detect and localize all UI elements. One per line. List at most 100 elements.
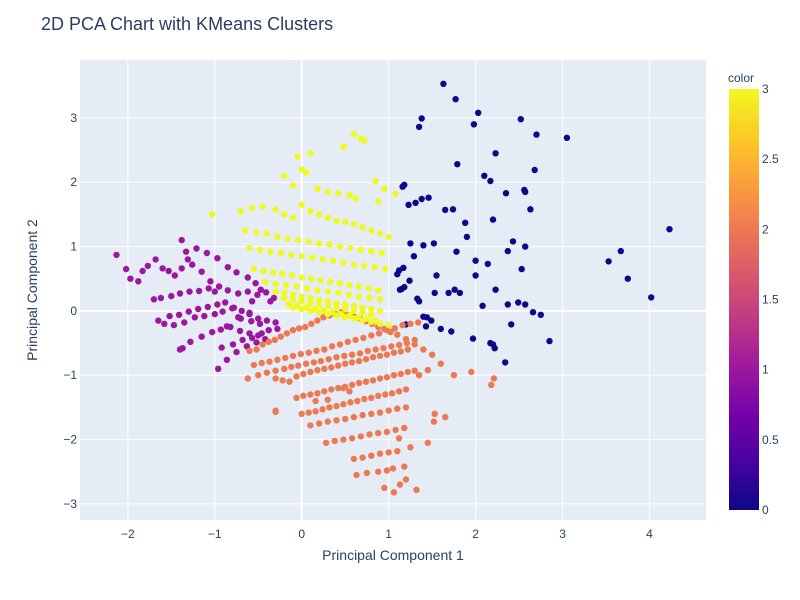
colorbar-tick-label: 0 <box>762 503 769 517</box>
cluster-2-point <box>363 469 371 477</box>
cluster-3-point <box>375 198 382 205</box>
cluster-0-point <box>472 272 479 279</box>
colorbar-tick-label: 2 <box>762 222 769 236</box>
cluster-2-point <box>295 362 302 369</box>
cluster-2-point <box>244 375 251 382</box>
cluster-3-point <box>355 293 363 300</box>
cluster-2-point <box>333 417 340 424</box>
cluster-2-point <box>266 358 273 365</box>
cluster-2-point <box>368 332 375 339</box>
cluster-2-point <box>411 336 418 344</box>
cluster-0-point <box>449 206 457 213</box>
cluster-2-point <box>437 360 444 367</box>
cluster-1-point <box>201 312 208 320</box>
cluster-2-point <box>375 330 383 337</box>
x-tick-label: 1 <box>385 527 392 541</box>
cluster-3-point <box>329 257 337 264</box>
y-axis-ticks: −3 −2 −1 0 1 2 3 <box>63 111 77 511</box>
cluster-0-point <box>521 186 528 194</box>
cluster-2-point <box>383 428 391 436</box>
cluster-0-point <box>492 150 499 157</box>
cluster-1-point <box>198 268 205 275</box>
cluster-2-point <box>376 375 384 382</box>
cluster-1-point <box>178 236 185 244</box>
cluster-0-point <box>489 216 497 223</box>
cluster-3-point <box>307 208 314 215</box>
cluster-1-point <box>165 267 172 275</box>
cluster-0-point <box>617 247 624 255</box>
cluster-0-point <box>522 301 529 308</box>
cluster-0-point <box>475 109 482 117</box>
cluster-3-point <box>355 283 363 290</box>
cluster-0-point <box>412 199 419 206</box>
y-tick-label: −2 <box>63 433 77 447</box>
cluster-2-point <box>272 367 279 374</box>
cluster-3-point <box>246 244 253 252</box>
cluster-2-point <box>411 341 418 348</box>
cluster-2-point <box>341 352 348 360</box>
cluster-2-point <box>490 375 498 382</box>
cluster-1-point <box>222 299 229 306</box>
cluster-3-point <box>248 204 256 212</box>
cluster-3-point <box>315 240 323 247</box>
cluster-3-point <box>317 276 324 284</box>
cluster-2-point <box>302 323 309 331</box>
cluster-2-point <box>369 377 377 384</box>
cluster-2-point <box>402 404 410 411</box>
y-tick-label: 0 <box>70 304 77 318</box>
colorbar-tick-label: 0.5 <box>762 433 779 447</box>
cluster-2-point <box>300 392 307 399</box>
cluster-3-point <box>324 310 331 318</box>
cluster-2-point <box>413 486 420 493</box>
cluster-1-point <box>193 245 200 252</box>
cluster-2-point <box>368 410 375 417</box>
cluster-2-point <box>404 368 411 376</box>
data-points <box>113 80 673 496</box>
cluster-2-point <box>307 368 314 376</box>
cluster-2-point <box>335 384 342 392</box>
cluster-0-point <box>448 328 455 335</box>
cluster-2-point <box>313 347 320 354</box>
cluster-0-point <box>518 265 525 273</box>
cluster-1-point <box>244 288 251 295</box>
cluster-0-point <box>452 96 459 103</box>
cluster-0-point <box>479 302 486 309</box>
cluster-2-point <box>355 357 363 365</box>
cluster-0-point <box>401 181 408 188</box>
cluster-3-point <box>350 315 358 322</box>
cluster-2-point <box>415 319 422 326</box>
cluster-2-point <box>250 361 258 369</box>
cluster-1-point <box>155 317 162 324</box>
cluster-3-point <box>250 265 258 273</box>
cluster-1-point <box>274 325 281 333</box>
cluster-3-point <box>352 195 359 202</box>
colorbar <box>729 89 759 510</box>
cluster-3-point <box>342 314 349 321</box>
cluster-0-point <box>433 272 440 279</box>
cluster-3-point <box>359 309 366 316</box>
cluster-2-point <box>362 378 370 385</box>
cluster-1-point <box>203 249 211 257</box>
cluster-2-point <box>272 375 279 382</box>
cluster-2-point <box>368 452 375 459</box>
cluster-2-point <box>333 402 340 410</box>
cluster-3-point <box>345 291 352 298</box>
cluster-0-point <box>502 359 509 366</box>
cluster-3-point <box>371 264 378 271</box>
cluster-3-point <box>335 289 342 297</box>
cluster-2-point <box>402 386 410 393</box>
cluster-2-point <box>382 391 389 398</box>
cluster-2-point <box>335 362 342 369</box>
cluster-1-point <box>182 248 190 255</box>
cluster-3-point <box>319 256 326 263</box>
cluster-0-point <box>487 177 494 185</box>
cluster-3-point <box>315 211 323 218</box>
cluster-2-point <box>274 356 281 363</box>
x-tick-label: 4 <box>646 527 653 541</box>
cluster-3-point <box>342 218 349 226</box>
cluster-2-point <box>376 450 384 457</box>
cluster-2-point <box>305 409 312 416</box>
cluster-2-point <box>298 410 305 417</box>
cluster-1-point <box>244 274 251 281</box>
